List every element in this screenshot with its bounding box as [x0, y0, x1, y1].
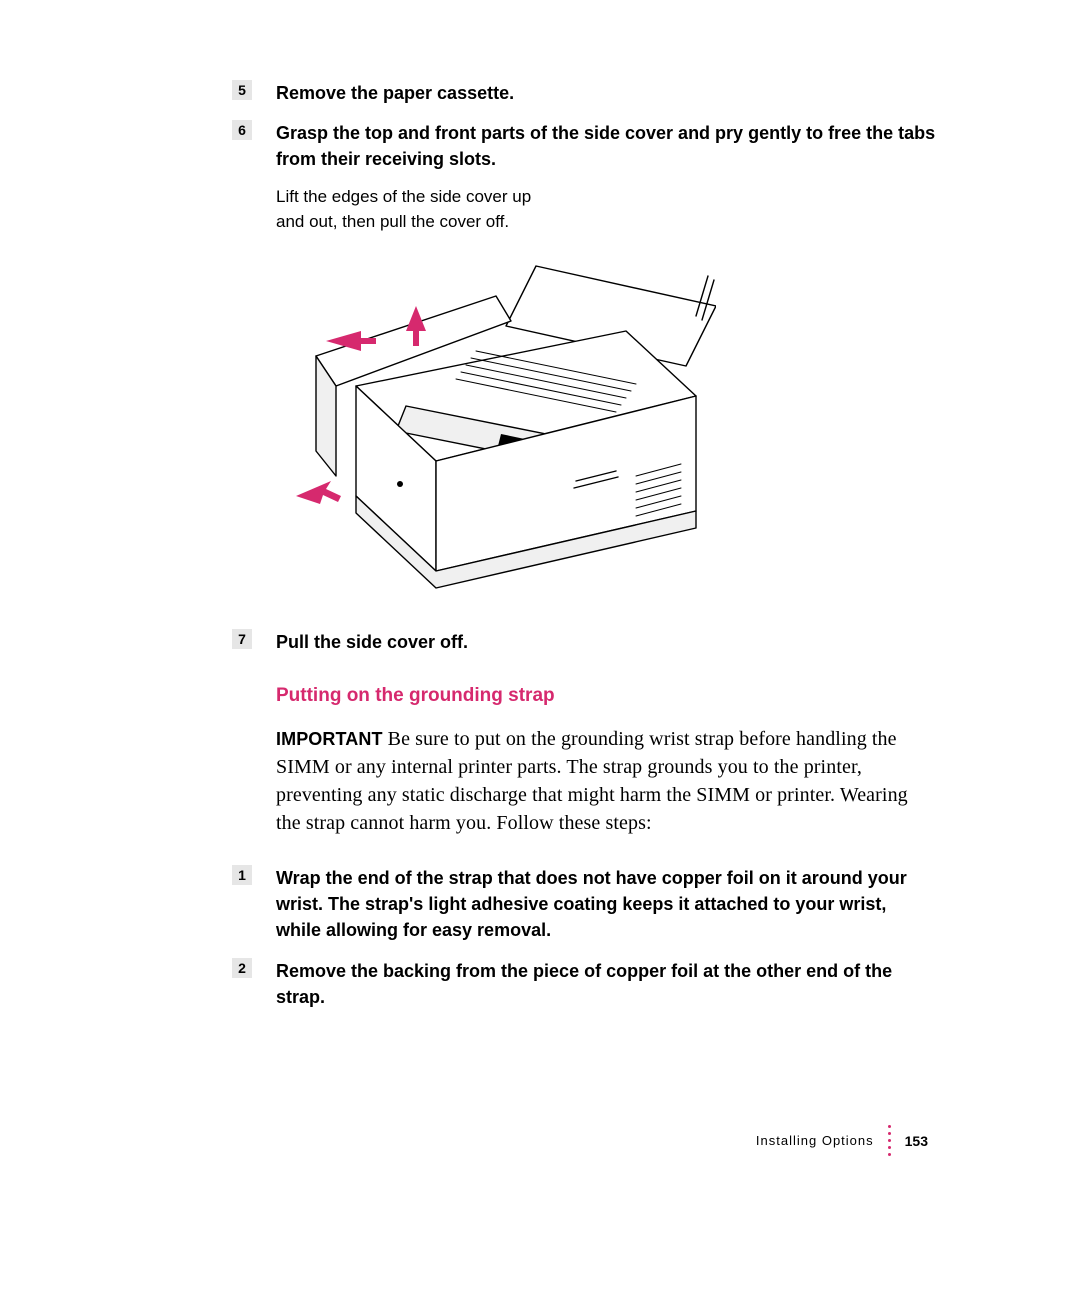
step-6: 6 Grasp the top and front parts of the s…: [232, 120, 936, 172]
step-text: Grasp the top and front parts of the sid…: [276, 120, 936, 172]
document-page: 5 Remove the paper cassette. 6 Grasp the…: [232, 80, 936, 1024]
footer-label: Installing Options: [756, 1133, 874, 1148]
step-number: 6: [232, 120, 252, 140]
printer-illustration: [276, 236, 716, 606]
step-b2: 2 Remove the backing from the piece of c…: [232, 958, 936, 1010]
step-b1: 1 Wrap the end of the strap that does no…: [232, 865, 936, 943]
figure-caption-line2: and out, then pull the cover off.: [276, 211, 936, 234]
page-number: 153: [905, 1133, 928, 1149]
step-text: Remove the backing from the piece of cop…: [276, 958, 936, 1010]
step-5: 5 Remove the paper cassette.: [232, 80, 936, 106]
step-number: 5: [232, 80, 252, 100]
step-7: 7 Pull the side cover off.: [232, 629, 936, 655]
step-text: Remove the paper cassette.: [276, 80, 936, 106]
step-text: Pull the side cover off.: [276, 629, 936, 655]
footer-dots-icon: [888, 1123, 891, 1158]
step-number: 1: [232, 865, 252, 885]
important-lead: IMPORTANT: [276, 729, 383, 749]
important-paragraph: IMPORTANT Be sure to put on the groundin…: [276, 725, 936, 837]
step-number: 7: [232, 629, 252, 649]
step-number: 2: [232, 958, 252, 978]
step-text: Wrap the end of the strap that does not …: [276, 865, 936, 943]
figure-block: Lift the edges of the side cover up and …: [276, 186, 936, 611]
figure-caption-line1: Lift the edges of the side cover up: [276, 186, 936, 209]
section-heading: Putting on the grounding strap: [276, 685, 936, 707]
page-footer: Installing Options 153: [756, 1123, 928, 1158]
